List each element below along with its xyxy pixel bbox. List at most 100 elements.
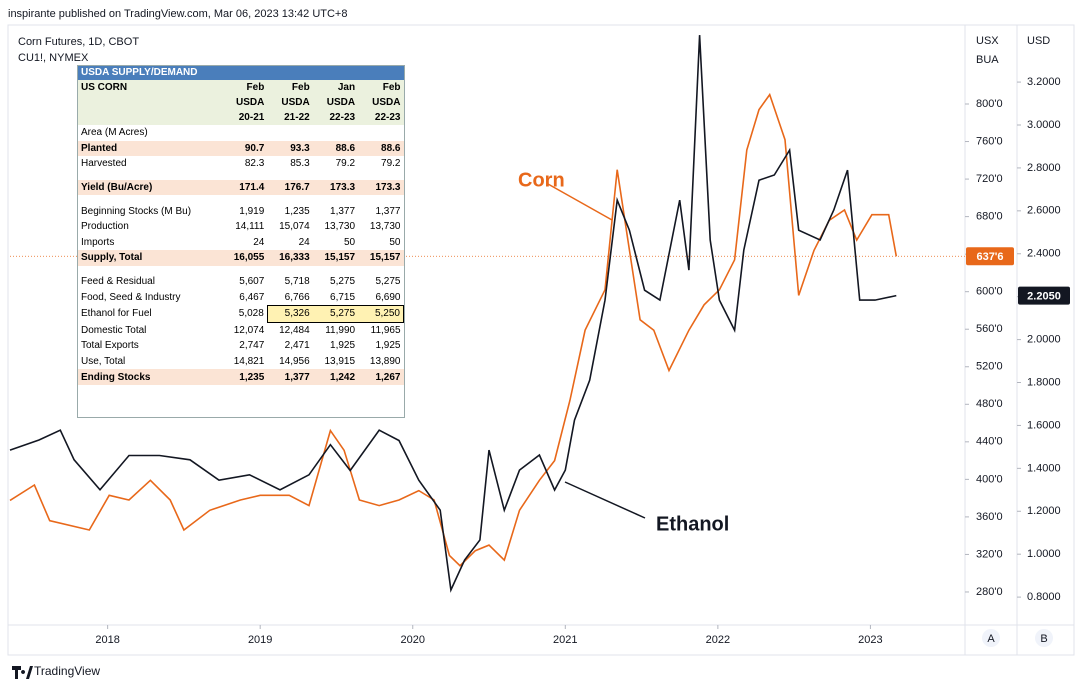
row-label: Ethanol for Fuel xyxy=(81,308,152,320)
row-label: Production xyxy=(81,221,129,233)
y2-tick-label: 2.0000 xyxy=(1027,333,1061,345)
cell: 15,157 xyxy=(358,250,404,266)
cell: 1,925 xyxy=(330,340,356,352)
x-tick-label: 2019 xyxy=(248,634,272,646)
cell: 5,250 xyxy=(358,304,405,323)
y2-unit: USD xyxy=(1027,35,1050,47)
cell: 1,242 xyxy=(312,369,359,385)
cell: 15,074 xyxy=(279,221,310,233)
y2-tick-label: 3.2000 xyxy=(1027,76,1061,88)
cell: 11,965 xyxy=(370,324,401,336)
frame xyxy=(7,24,1075,656)
y2-tick-label: 2.8000 xyxy=(1027,162,1061,174)
cell: 16,055 xyxy=(221,250,268,266)
row-label: Food, Seed & Industry xyxy=(81,291,181,303)
table-title: USDA SUPPLY/DEMAND xyxy=(78,66,404,80)
y2-tick-label: 3.0000 xyxy=(1027,119,1061,131)
cell: 6,766 xyxy=(284,291,310,303)
cell: 2,747 xyxy=(239,340,265,352)
spacer-cell xyxy=(78,172,404,180)
header-row: USDA USDA USDA USDA xyxy=(78,95,404,110)
cell: 12,074 xyxy=(233,324,265,336)
series-line xyxy=(9,92,898,567)
corner xyxy=(78,110,222,125)
cell xyxy=(222,125,267,141)
row-label: Supply, Total xyxy=(78,250,222,266)
cell: 90.7 xyxy=(221,140,268,157)
table-row: Harvested 82.3 85.3 79.2 79.2 xyxy=(78,156,404,172)
cell: 1,377 xyxy=(330,205,356,217)
cell: 5,718 xyxy=(284,276,310,288)
y-tick-label: 280'0 xyxy=(976,586,1003,598)
series-line xyxy=(9,35,897,593)
table-row: Feed & Residual 5,607 5,718 5,275 5,275 xyxy=(78,274,404,290)
y-tick-label: 800'0 xyxy=(976,98,1003,110)
annotation: Corn xyxy=(518,169,565,191)
y-unit: BUA xyxy=(976,54,999,66)
column-header: 22-23 xyxy=(358,110,404,125)
y2-tick-label: 2.6000 xyxy=(1027,205,1061,217)
cell: 1,919 xyxy=(239,205,265,217)
cell: 6,690 xyxy=(375,291,401,303)
scale-button-label[interactable]: B xyxy=(1040,633,1047,645)
symbol-2: CU1!, NYMEX xyxy=(18,52,89,64)
cell xyxy=(313,125,358,141)
cell: 13,915 xyxy=(324,356,356,368)
cell: 6,467 xyxy=(239,291,265,303)
row-label: Beginning Stocks (M Bu) xyxy=(81,205,192,217)
y2-tick-label: 0.8000 xyxy=(1027,591,1061,603)
scale-button[interactable] xyxy=(1035,629,1053,647)
spacer xyxy=(78,172,404,180)
row-label: Area (M Acres) xyxy=(81,127,148,139)
table-row: Ethanol for Fuel 5,028 5,326 5,275 5,250 xyxy=(78,304,405,323)
cell: 5,275 xyxy=(312,304,359,323)
cell: 5,326 xyxy=(266,304,313,323)
column-header: 21-22 xyxy=(267,110,313,125)
spacer-cell xyxy=(78,195,404,203)
row-label: Domestic Total xyxy=(81,324,147,336)
column-header: 20-21 xyxy=(221,110,268,125)
cell: 15,157 xyxy=(312,250,359,266)
table-row: Area (M Acres) xyxy=(78,125,404,141)
annotation-arrow xyxy=(547,183,613,221)
y2-tick-label: 1.6000 xyxy=(1027,419,1061,431)
cell: 5,607 xyxy=(239,276,265,288)
cell: 14,111 xyxy=(235,221,265,233)
row-label: Feed & Residual xyxy=(81,276,155,288)
x-tick-label: 2022 xyxy=(706,634,730,646)
cell: 1,235 xyxy=(221,369,268,385)
column-header: Jan xyxy=(312,80,359,95)
cell: 1,267 xyxy=(358,369,404,385)
y-tick-label: 520'0 xyxy=(976,361,1003,373)
cell: 88.6 xyxy=(312,140,359,157)
row-label: Total Exports xyxy=(81,340,139,352)
row-label: Planted xyxy=(78,140,222,157)
x-tick-label: 2023 xyxy=(858,634,882,646)
footer: TradingView xyxy=(34,664,100,678)
logo xyxy=(12,666,33,679)
row-label: Yield (Bu/Acre) xyxy=(78,179,222,196)
spacer xyxy=(78,266,404,274)
spacer-cell xyxy=(78,266,404,274)
y-tick-label: 360'0 xyxy=(976,511,1003,523)
cell: 14,821 xyxy=(233,356,265,368)
cell xyxy=(358,125,403,141)
scale-button-label[interactable]: A xyxy=(987,633,995,645)
y-tick-label: 720'0 xyxy=(976,173,1003,185)
symbol: Corn Futures, 1D, CBOT xyxy=(18,36,139,48)
row-label: Harvested xyxy=(81,158,127,170)
cell: 5,275 xyxy=(375,276,401,288)
x-tick-label: 2020 xyxy=(401,634,425,646)
cell: 14,956 xyxy=(279,356,310,368)
table-row: Yield (Bu/Acre) 171.4 176.7 173.3 173.3 xyxy=(78,179,404,196)
last-price-label: 637'6 xyxy=(976,251,1003,263)
column-header: Feb xyxy=(267,80,313,95)
table-row: Total Exports 2,747 2,471 1,925 1,925 xyxy=(78,338,404,354)
cell: 24 xyxy=(298,236,310,248)
table-row: Ending Stocks 1,235 1,377 1,242 1,267 xyxy=(78,369,404,385)
table-row: Food, Seed & Industry 6,467 6,766 6,715 6,69… xyxy=(78,289,404,305)
cell: 16,333 xyxy=(267,250,313,266)
cell: 93.3 xyxy=(267,140,313,157)
table-row: Use, Total 14,821 14,956 13,915 13,890 xyxy=(78,354,404,370)
scale-button[interactable] xyxy=(982,629,1000,647)
